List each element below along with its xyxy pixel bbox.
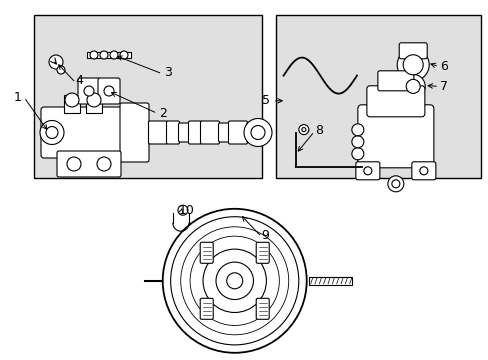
Circle shape — [250, 126, 264, 139]
FancyBboxPatch shape — [41, 107, 145, 158]
Circle shape — [203, 249, 266, 312]
Circle shape — [67, 157, 81, 171]
Bar — [308, 277, 351, 285]
Circle shape — [104, 86, 114, 96]
Text: 8: 8 — [315, 124, 323, 137]
Bar — [64, 95, 80, 113]
Circle shape — [351, 148, 363, 160]
Circle shape — [120, 51, 128, 59]
Text: 4: 4 — [76, 75, 83, 87]
Circle shape — [170, 217, 298, 345]
Circle shape — [244, 118, 271, 147]
FancyBboxPatch shape — [377, 71, 413, 91]
Circle shape — [298, 125, 308, 135]
FancyBboxPatch shape — [366, 86, 424, 117]
Text: 1: 1 — [14, 91, 22, 104]
FancyBboxPatch shape — [78, 78, 100, 104]
Bar — [34, 15, 262, 178]
Circle shape — [216, 262, 253, 300]
Circle shape — [97, 157, 111, 171]
Circle shape — [100, 51, 108, 59]
Circle shape — [87, 93, 101, 107]
Circle shape — [387, 176, 403, 192]
Circle shape — [406, 80, 419, 93]
FancyBboxPatch shape — [411, 162, 435, 180]
Text: 9: 9 — [261, 229, 269, 242]
Circle shape — [90, 51, 98, 59]
Circle shape — [84, 86, 94, 96]
FancyBboxPatch shape — [256, 242, 269, 263]
Circle shape — [65, 93, 79, 107]
FancyBboxPatch shape — [200, 298, 213, 319]
Bar — [87, 52, 131, 58]
Circle shape — [49, 55, 63, 69]
Circle shape — [419, 167, 427, 175]
Text: 5: 5 — [261, 94, 269, 107]
Circle shape — [400, 75, 425, 98]
FancyBboxPatch shape — [228, 121, 247, 144]
FancyBboxPatch shape — [256, 298, 269, 319]
Circle shape — [351, 136, 363, 148]
FancyBboxPatch shape — [357, 105, 433, 168]
Circle shape — [226, 273, 242, 289]
Circle shape — [391, 180, 399, 188]
Text: 7: 7 — [439, 80, 447, 93]
FancyBboxPatch shape — [355, 162, 379, 180]
Circle shape — [190, 236, 279, 325]
Circle shape — [181, 227, 288, 335]
Circle shape — [363, 167, 371, 175]
FancyBboxPatch shape — [218, 123, 229, 142]
FancyBboxPatch shape — [148, 121, 167, 144]
FancyBboxPatch shape — [398, 43, 427, 59]
FancyBboxPatch shape — [246, 123, 257, 142]
FancyBboxPatch shape — [188, 121, 201, 144]
FancyBboxPatch shape — [166, 121, 179, 144]
Circle shape — [46, 126, 58, 139]
Bar — [275, 15, 480, 178]
Text: 10: 10 — [178, 204, 194, 217]
Text: 6: 6 — [439, 60, 447, 73]
Text: 3: 3 — [163, 66, 171, 78]
FancyBboxPatch shape — [120, 103, 149, 162]
Circle shape — [351, 124, 363, 136]
Bar — [86, 95, 102, 113]
FancyBboxPatch shape — [200, 242, 213, 263]
FancyBboxPatch shape — [200, 121, 219, 144]
Circle shape — [396, 49, 428, 81]
Circle shape — [301, 127, 305, 132]
Circle shape — [57, 66, 65, 74]
FancyBboxPatch shape — [178, 123, 189, 142]
Text: 2: 2 — [159, 107, 166, 120]
Circle shape — [40, 121, 64, 144]
Circle shape — [163, 209, 306, 353]
FancyBboxPatch shape — [57, 151, 121, 177]
FancyBboxPatch shape — [98, 78, 120, 104]
Circle shape — [178, 205, 187, 215]
Circle shape — [110, 51, 118, 59]
Circle shape — [403, 55, 422, 75]
